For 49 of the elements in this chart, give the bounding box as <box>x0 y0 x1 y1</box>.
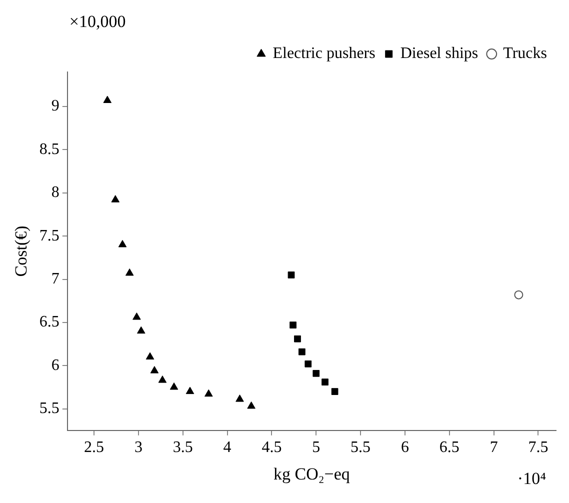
point <box>125 268 134 276</box>
x-tick-label: 3 <box>134 439 142 456</box>
legend-label: Electric pushers <box>272 45 376 62</box>
y-axis-title: Cost(€) <box>12 226 31 277</box>
y-tick-label: 9 <box>51 98 60 115</box>
point <box>304 360 312 368</box>
y-tick-label: 6 <box>51 356 60 374</box>
x-tick-label: 3.5 <box>172 439 193 456</box>
point <box>103 96 112 103</box>
point <box>236 394 244 402</box>
y-tick-label: 7 <box>51 270 60 288</box>
legend-label: Trucks <box>503 45 548 62</box>
text: ×10,000 <box>69 12 126 31</box>
point <box>136 326 146 334</box>
point <box>298 348 306 356</box>
y-tick-label: 5.5 <box>39 400 60 418</box>
x-tick-label: 5 <box>312 439 320 456</box>
text: ·10⁴ <box>517 468 546 488</box>
x-tick-label: 2.5 <box>84 439 104 456</box>
y-tick-label: 8 <box>51 184 60 202</box>
x-tick-label: 4.5 <box>262 439 282 456</box>
y-tick-label: 7.5 <box>39 227 60 244</box>
point <box>111 195 120 202</box>
x-tick-label: 6 <box>400 439 409 456</box>
point <box>118 240 127 248</box>
point <box>294 335 301 342</box>
point <box>247 401 256 409</box>
point <box>170 382 178 390</box>
point <box>204 389 213 397</box>
point <box>186 386 194 394</box>
point <box>132 312 141 320</box>
x-tick-label: 5.5 <box>350 439 371 456</box>
x-tick-label: 4 <box>223 439 232 456</box>
point <box>146 352 154 360</box>
x-axis-title: kg CO₂−eq <box>273 464 350 484</box>
point <box>312 370 320 377</box>
point <box>150 366 159 374</box>
x-tick-label: 7.5 <box>528 439 548 456</box>
y-tick-label: 6.5 <box>39 314 60 331</box>
point <box>158 376 167 383</box>
x-tick-label: 6.5 <box>439 439 460 456</box>
legend-label: Diesel ships <box>400 45 478 62</box>
point <box>331 388 338 395</box>
point <box>288 272 295 278</box>
point <box>514 290 524 300</box>
point <box>322 378 328 386</box>
point <box>290 322 296 328</box>
y-tick-label: 8.5 <box>39 140 60 158</box>
x-tick-label: 7 <box>490 439 498 456</box>
